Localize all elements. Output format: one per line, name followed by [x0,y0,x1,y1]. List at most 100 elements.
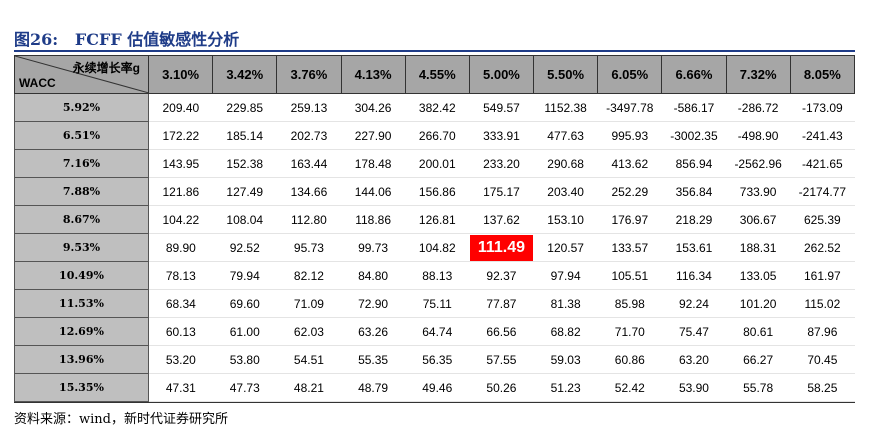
cell: 101.20 [726,289,791,318]
cell: 57.55 [469,345,534,374]
cell: 50.26 [469,373,534,402]
cell: 178.48 [341,149,406,178]
cell: 64.74 [405,317,470,346]
cell: 105.51 [597,261,662,290]
header-row: 永续增长率g WACC 3.10% 3.42% 3.76% 4.13% 4.55% 5.00%… [14,55,856,94]
cell: 116.34 [661,261,727,290]
table-row: 11.53% 68.34 69.60 71.09 72.90 75.11 77.87 81.3… [14,289,855,318]
cell: 49.46 [405,373,470,402]
cell: 92.52 [212,233,277,262]
corner-cell: 永续增长率g WACC [14,55,149,94]
cell: 95.73 [276,233,342,262]
table-row: 6.51% 172.22 185.14 202.73 227.90 266.70 333.9… [14,121,855,150]
corner-top: 永续增长率g [72,61,140,75]
row-header: 11.53% [14,289,149,318]
cell: -3497.78 [597,93,662,122]
cell: -241.43 [790,121,855,150]
cell: 63.20 [661,345,727,374]
cell: -3002.35 [661,121,727,150]
column-header: 7.32% [725,55,791,94]
cell: 144.06 [341,177,406,206]
cell: 127.49 [212,177,277,206]
cell: 62.03 [276,317,342,346]
cell: 152.38 [212,149,277,178]
cell: -421.65 [790,149,855,178]
table-row: 15.35% 47.31 47.73 48.21 48.79 49.46 50.26 51.2… [14,373,855,402]
title: 图26: FCFF 估值敏感性分析 [14,30,240,49]
cell: 72.90 [341,289,406,318]
table-row: 7.16% 143.95 152.38 163.44 178.48 200.01 233.2… [14,149,855,178]
row-header: 6.51% [14,121,149,150]
cell: 356.84 [661,177,727,206]
cell: 78.13 [148,261,213,290]
cell: 175.17 [469,177,534,206]
cell: 53.90 [661,373,727,402]
cell: 92.24 [661,289,727,318]
row-header: 15.35% [14,373,149,402]
column-header: 8.05% [789,55,856,94]
cell: -286.72 [726,93,791,122]
cell: 413.62 [597,149,662,178]
cell: -2174.77 [790,177,855,206]
cell: 97.94 [533,261,598,290]
column-header: 5.50% [533,55,599,94]
table-row: 13.96% 53.20 53.80 54.51 55.35 56.35 57.55 59.0… [14,345,855,374]
cell: -586.17 [661,93,727,122]
cell: 233.20 [469,149,534,178]
cell: 477.63 [533,121,598,150]
cell: 80.61 [726,317,791,346]
cell: 172.22 [148,121,213,150]
cell: 121.86 [148,177,213,206]
cell: 200.01 [405,149,470,178]
cell: 104.82 [405,233,470,262]
cell: 56.35 [405,345,470,374]
cell: -2562.96 [726,149,791,178]
cell: 51.23 [533,373,598,402]
cell: 69.60 [212,289,277,318]
cell: 625.39 [790,205,855,234]
cell: 79.94 [212,261,277,290]
table-row: 5.92% 209.40 229.85 259.13 304.26 382.42 549.5… [14,93,855,122]
column-header: 3.76% [276,55,342,94]
cell: 218.29 [661,205,727,234]
cell: 59.03 [533,345,598,374]
row-header: 7.88% [14,177,149,206]
source: 资料来源：wind，新时代证券研究所 [14,412,228,427]
cell: 63.26 [341,317,406,346]
column-header: 5.00% [468,55,535,94]
cell: 68.34 [148,289,213,318]
cell: 53.20 [148,345,213,374]
column-header: 4.13% [340,55,406,94]
title-rule [14,50,855,52]
table-row: 8.67% 104.22 108.04 112.80 118.86 126.81 137.6… [14,205,855,234]
cell: 733.90 [726,177,791,206]
cell: 53.80 [212,345,277,374]
cell: 266.70 [405,121,470,150]
cell: 104.22 [148,205,213,234]
cell: 77.87 [469,289,534,318]
cell: 66.56 [469,317,534,346]
table-row: 9.53% 89.90 92.52 95.73 99.73 104.82 111.49 120… [14,233,855,262]
cell-value: 111.49 [469,234,534,261]
cell: 71.09 [276,289,342,318]
cell: 161.97 [790,261,855,290]
cell: 209.40 [148,93,213,122]
row-header: 7.16% [14,149,149,178]
cell: 995.93 [597,121,662,150]
cell: 306.67 [726,205,791,234]
cell: 259.13 [276,93,342,122]
cell: 163.44 [276,149,342,178]
cell: 47.73 [212,373,277,402]
cell: 87.96 [790,317,855,346]
cell: 1152.38 [533,93,598,122]
cell: 66.27 [726,345,791,374]
cell: 153.61 [661,233,727,262]
row-header: 12.69% [14,317,149,346]
corner-bottom: WACC [19,76,56,90]
cell: 549.57 [469,93,534,122]
cell: 99.73 [341,233,406,262]
cell: 856.94 [661,149,727,178]
corner-diagonal [15,56,149,93]
column-header: 6.05% [597,55,663,94]
